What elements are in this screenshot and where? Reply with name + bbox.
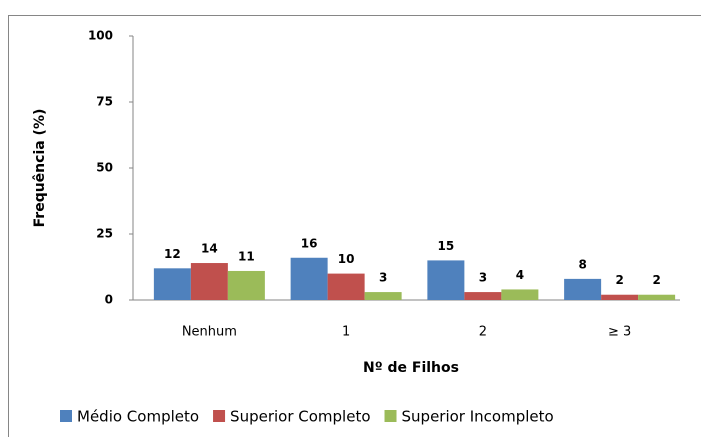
y-tick-label: 50 xyxy=(96,161,113,175)
bar xyxy=(564,278,602,300)
x-axis-label: Nº de Filhos xyxy=(363,360,459,376)
y-tick-label: 25 xyxy=(96,227,113,241)
x-tick-label: 1 xyxy=(342,325,350,340)
bar xyxy=(190,263,228,300)
legend-swatch xyxy=(213,410,226,422)
y-axis-label: Frequência (%) xyxy=(32,109,48,228)
legend-label: Superior Completo xyxy=(230,408,370,426)
bar xyxy=(290,257,328,300)
x-tick-label: ≥ 3 xyxy=(608,325,631,340)
value-label: 15 xyxy=(438,239,455,253)
x-tick-label: 2 xyxy=(479,325,487,340)
bar xyxy=(153,268,191,300)
bar xyxy=(638,294,676,300)
bar xyxy=(364,292,402,300)
value-label: 4 xyxy=(516,268,524,282)
legend-swatch xyxy=(384,410,397,422)
legend-swatch xyxy=(60,410,72,422)
bar xyxy=(427,260,465,300)
bar xyxy=(464,292,502,300)
y-tick-label: 75 xyxy=(96,95,113,109)
value-label: 11 xyxy=(238,249,255,263)
value-label: 14 xyxy=(201,242,218,256)
bar xyxy=(501,289,539,300)
value-label: 10 xyxy=(338,252,355,266)
y-tick-label: 0 xyxy=(105,293,113,307)
value-label: 2 xyxy=(615,273,623,287)
legend-label: Médio Completo xyxy=(77,408,199,426)
bar xyxy=(601,294,639,300)
y-tick-label: 100 xyxy=(88,29,113,43)
value-label: 3 xyxy=(379,271,387,285)
value-label: 2 xyxy=(652,273,660,287)
value-label: 12 xyxy=(164,247,181,261)
value-label: 16 xyxy=(301,236,318,250)
value-label: 3 xyxy=(479,271,487,285)
x-tick-label: Nenhum xyxy=(182,325,237,340)
value-label: 8 xyxy=(578,257,586,271)
legend-label: Superior Incompleto xyxy=(402,408,554,426)
chart-border xyxy=(8,15,701,437)
bar xyxy=(227,270,265,300)
bar xyxy=(327,273,365,300)
